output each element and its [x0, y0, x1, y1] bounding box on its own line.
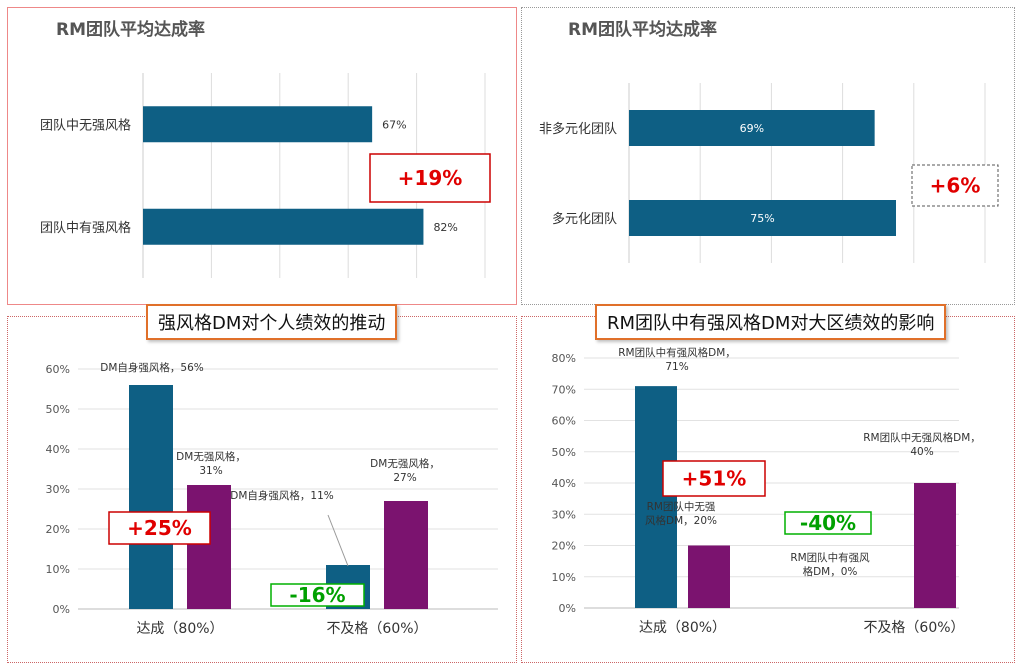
chart-panel-2: RM团队平均达成率非多元化团队 69% 多元化团队 75% +6% [521, 7, 1015, 305]
y-tick-label: 0% [53, 603, 70, 616]
category-label: 不及格（60%） [326, 621, 427, 637]
annotation-chip: -40% [800, 511, 856, 535]
data-label: RM团队中无强风格DM， 40% [863, 431, 981, 458]
annotation-chip: +25% [127, 516, 192, 540]
y-tick-label: 70% [552, 383, 576, 396]
category-label: 达成（80%） [639, 620, 726, 636]
data-label: 69% [740, 122, 764, 135]
chart-4-title: RM团队中有强风格DM对大区绩效的影响 [595, 304, 947, 340]
y-tick-label: 50% [552, 446, 576, 459]
y-tick-label: 40% [46, 443, 70, 456]
y-tick-label: 10% [46, 563, 70, 576]
category-label: 不及格（60%） [863, 620, 964, 636]
annotation-chip-box [108, 511, 211, 545]
data-label: DM无强风格， 31% [176, 450, 246, 477]
bar-0 [629, 110, 875, 146]
bar-1 [143, 208, 424, 245]
data-label: 67% [382, 118, 406, 131]
category-label: 团队中无强风格 [40, 117, 131, 133]
bar-0 [143, 106, 373, 143]
chart-panel-3: 0% 10% 20% 30% 40% 50% 60% DM自身强风格，56% DM无强风格， 31… [7, 316, 517, 663]
annotation-chip-box [911, 164, 999, 207]
bar-0-1 [688, 545, 730, 608]
bar-0-1 [187, 485, 231, 609]
y-tick-label: 20% [552, 540, 576, 553]
bar-1-1 [914, 483, 956, 608]
chart-3-title: 强风格DM对个人绩效的推动 [146, 304, 398, 340]
data-label: DM无强风格， 27% [370, 457, 440, 484]
data-label: 82% [433, 221, 457, 234]
y-tick-label: 10% [552, 571, 576, 584]
data-label: RM团队中有强风格DM，0% [790, 551, 870, 578]
bar-0-0 [129, 385, 173, 609]
y-tick-label: 50% [46, 403, 70, 416]
y-tick-label: 60% [552, 415, 576, 428]
chart-panel-1: RM团队平均达成率团队中无强风格 67% 团队中有强风格 82% +19% [7, 7, 517, 305]
category-label: 非多元化团队 [539, 121, 617, 137]
annotation-chip-box [784, 511, 872, 535]
y-tick-label: 30% [46, 483, 70, 496]
y-tick-label: 40% [552, 477, 576, 490]
annotation-chip-box [662, 460, 766, 497]
y-tick-label: 20% [46, 523, 70, 536]
annotation-chip: +6% [930, 174, 981, 198]
bar-1 [629, 200, 896, 236]
annotation-chip-box [369, 153, 491, 203]
y-tick-label: 30% [552, 508, 576, 521]
data-label: 75% [750, 212, 774, 225]
y-tick-label: 80% [552, 352, 576, 365]
category-label: 多元化团队 [552, 211, 617, 227]
annotation-chip: +51% [682, 467, 747, 491]
annotation-chip: -16% [289, 583, 345, 607]
bar-0-0 [635, 386, 677, 608]
chart-panel-4: 0% 10% 20% 30% 40% 50% 60% 70% 80% RM团队中有强风格DM， 71… [521, 316, 1015, 663]
y-tick-label: 60% [46, 363, 70, 376]
data-label: DM自身强风格，11% [230, 489, 334, 502]
chart-2-title: RM团队平均达成率 [568, 19, 717, 40]
chart-1-title: RM团队平均达成率 [56, 19, 205, 40]
leader-line [327, 514, 349, 567]
data-label: RM团队中有强风格DM， 71% [618, 346, 736, 373]
y-tick-label: 0% [559, 602, 576, 615]
annotation-chip-box [270, 583, 365, 607]
data-label: RM团队中无强风格DM，20% [645, 500, 717, 527]
chart-4-svg: 0% 10% 20% 30% 40% 50% 60% 70% 80% RM团队中有强风格DM， 71… [552, 346, 981, 636]
data-label: DM自身强风格，56% [100, 361, 204, 374]
category-label: 团队中有强风格 [40, 220, 131, 236]
annotation-chip: +19% [398, 166, 463, 190]
bar-1-1 [384, 501, 428, 609]
category-label: 达成（80%） [136, 621, 223, 637]
chart-3-svg: 0% 10% 20% 30% 40% 50% 60% DM自身强风格，56% DM无强风格， 31… [46, 361, 498, 637]
